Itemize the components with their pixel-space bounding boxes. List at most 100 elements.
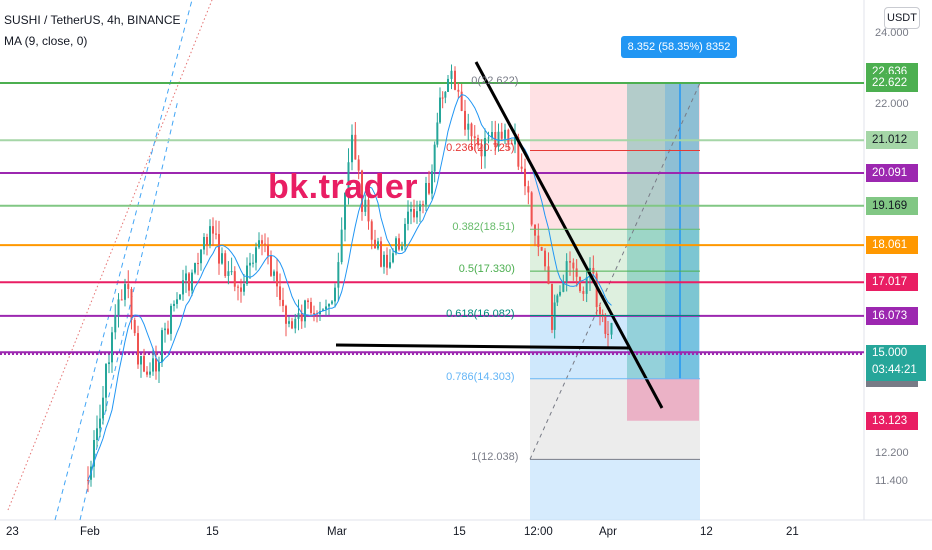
candle-body (319, 311, 321, 315)
candle-body (325, 306, 327, 310)
time-tick-label: 15 (206, 526, 219, 538)
candle-body (439, 97, 441, 123)
candle-body (137, 333, 139, 365)
candle-body (595, 273, 598, 308)
candle-body (473, 136, 476, 138)
candle-body (203, 236, 205, 250)
candle-body (120, 299, 123, 301)
candle-body (585, 277, 588, 294)
candle-body (477, 137, 479, 145)
candle-body (117, 299, 120, 316)
candle-body (304, 300, 306, 322)
candle-body (364, 199, 367, 212)
candle-body (374, 239, 376, 249)
candle-body (194, 263, 196, 273)
candle-body (530, 192, 533, 225)
time-tick-label: 15 (453, 526, 466, 538)
price-tick-label: 11.400 (875, 475, 908, 487)
candle-body (422, 204, 424, 206)
candle-body (444, 91, 447, 98)
candle-body (273, 271, 275, 276)
candle-body (297, 313, 300, 319)
candle-body (294, 318, 297, 329)
candle-body (96, 428, 98, 441)
price-level-badge: 17.017 (866, 273, 918, 292)
currency-unit-button[interactable]: USDT (884, 7, 920, 29)
candle-body (491, 132, 493, 138)
watermark-text: bk.trader (268, 168, 418, 206)
candle-body (370, 221, 373, 240)
candle-body (540, 246, 543, 251)
candle-body (517, 137, 520, 167)
candle-body (334, 287, 336, 302)
candle-body (322, 309, 324, 312)
indicator-label[interactable]: MA (9, close, 0) (4, 34, 88, 48)
candle-body (460, 91, 463, 111)
candle-body (170, 305, 172, 334)
candle-body (328, 303, 330, 307)
candle-body (344, 192, 346, 230)
candle-body (419, 204, 421, 212)
candle-body (553, 302, 556, 330)
candle-body (124, 284, 126, 300)
candle-countdown: 03:44:21 (872, 364, 917, 376)
candle-body (261, 240, 263, 244)
candle-body (133, 319, 136, 334)
candle-body (361, 170, 363, 212)
price-level-badge: 19.169 (866, 196, 918, 215)
candle-body (282, 299, 284, 306)
candle-body (102, 397, 104, 419)
candle-body (575, 268, 578, 277)
candle-body (206, 236, 208, 246)
candle-body (252, 262, 254, 264)
candle-body (215, 233, 217, 235)
price-tick-label: 24.000 (875, 27, 909, 39)
measure-label: 8.352 (58.35%) 8352 (621, 36, 737, 58)
time-tick-label: 21 (786, 526, 799, 538)
candle-body (510, 142, 513, 145)
candle-body (240, 287, 242, 292)
candle-body (610, 322, 613, 335)
candle-body (407, 211, 409, 224)
candle-body (185, 273, 187, 281)
candle-body (599, 307, 601, 315)
candle-body (310, 302, 312, 313)
candle-body (433, 144, 436, 172)
candle-body (441, 97, 444, 99)
candle-body (562, 281, 565, 292)
candle-body (331, 301, 333, 304)
candle-body (93, 440, 95, 467)
candle-body (395, 238, 397, 254)
candle-body (487, 137, 490, 139)
candle-body (218, 234, 220, 264)
candle-body (258, 240, 260, 248)
fib-level-label: 0(22.622) (471, 74, 519, 87)
candle-body (454, 70, 456, 90)
candle-body (288, 321, 290, 324)
candle-body (551, 284, 553, 330)
candle-body (607, 333, 609, 335)
candle-body (484, 138, 486, 157)
candle-body (270, 255, 272, 276)
price-level-badge: 21.012 (866, 131, 918, 150)
candle-body (447, 78, 449, 92)
candle-body (233, 271, 236, 287)
candle-body (357, 159, 360, 171)
candle-body (255, 247, 257, 263)
candle-body (182, 280, 184, 295)
measure-zone (665, 82, 699, 379)
candle-body (200, 249, 202, 264)
candle-body (291, 321, 293, 329)
fib-trend-line (529, 82, 701, 460)
price-tick-label: 12.200 (875, 446, 909, 459)
candle-body (313, 312, 315, 314)
candle-body (237, 286, 239, 288)
fib-zone-gray (530, 378, 700, 460)
channel-line-blue (54, 0, 193, 521)
candle-body (300, 313, 303, 322)
candle-body (87, 479, 89, 481)
candle-body (547, 266, 550, 285)
candle-body (389, 262, 391, 268)
candle-body (457, 89, 460, 92)
